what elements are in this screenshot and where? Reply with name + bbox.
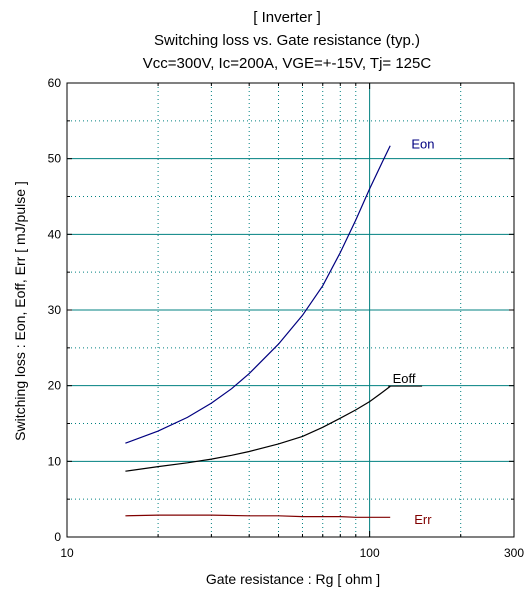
y-tick-label: 10 (48, 454, 62, 468)
series-group (125, 145, 391, 518)
ticks: 0 10 20 30 40 50 60 10 100 300 (48, 76, 525, 560)
series-line-err (125, 514, 391, 518)
y-axis-label: Switching loss : Eon, Eoff, Err [ mJ/pul… (12, 181, 28, 441)
legend-label-eon: Eon (411, 137, 434, 152)
series-line-eoff (125, 385, 391, 472)
x-tick-label: 10 (60, 546, 74, 560)
y-tick-label: 50 (48, 152, 62, 166)
grid (67, 83, 514, 537)
legend-labels: Eon Eoff Err (388, 137, 434, 527)
y-tick-label: 30 (48, 303, 62, 317)
y-tick-label: 0 (54, 530, 61, 544)
series-line-eon (125, 145, 391, 444)
legend-label-err: Err (414, 512, 432, 527)
chart-title-line-3: Vcc=300V, Ic=200A, VGE=+-15V, Tj= 125C (143, 55, 432, 72)
y-tick-label: 40 (48, 227, 62, 241)
chart-title-line-1: [ Inverter ] (253, 9, 321, 26)
chart-title-line-2: Switching loss vs. Gate resistance (typ.… (154, 32, 420, 49)
x-axis-label: Gate resistance : Rg [ ohm ] (206, 571, 380, 587)
y-tick-label: 60 (48, 76, 62, 90)
legend-label-eoff: Eoff (393, 371, 416, 386)
y-tick-label: 20 (48, 379, 62, 393)
x-tick-label: 300 (504, 546, 524, 560)
x-tick-label: 100 (360, 546, 380, 560)
